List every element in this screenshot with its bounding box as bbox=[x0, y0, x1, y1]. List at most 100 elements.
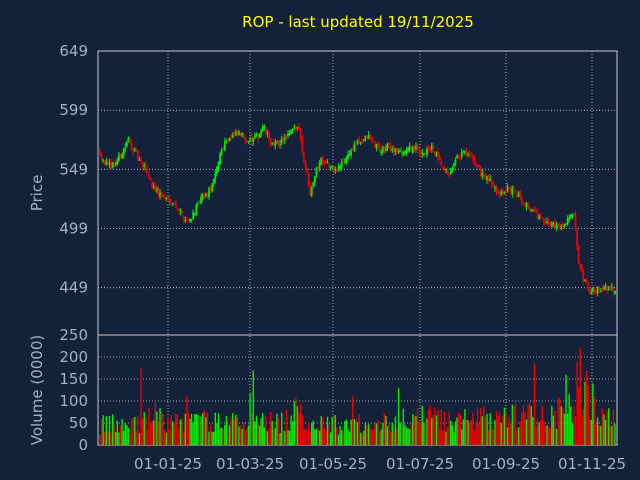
candle-body bbox=[105, 161, 108, 165]
candle-body bbox=[130, 141, 133, 150]
volume-bar bbox=[546, 425, 548, 445]
candle-body bbox=[434, 151, 436, 155]
volume-bar bbox=[222, 428, 224, 445]
candle-body bbox=[448, 175, 451, 177]
candle-body bbox=[239, 132, 242, 137]
volume-bar bbox=[263, 427, 265, 445]
volume-bar bbox=[149, 423, 152, 445]
volume-bar bbox=[203, 410, 205, 445]
candle-body bbox=[400, 149, 403, 155]
volume-bar bbox=[408, 429, 411, 445]
volume-bar bbox=[276, 413, 278, 445]
candle-body bbox=[345, 158, 348, 163]
volume-bar bbox=[314, 429, 316, 445]
candle-body bbox=[209, 188, 212, 191]
candle-body bbox=[547, 222, 550, 224]
candle-body bbox=[456, 155, 458, 159]
volume-bar bbox=[306, 430, 308, 445]
candle-body bbox=[571, 214, 574, 217]
candle-body bbox=[133, 148, 136, 152]
volume-bar bbox=[292, 421, 294, 445]
date-tick-label: 01-11-25 bbox=[558, 455, 626, 473]
candle-body bbox=[288, 132, 291, 135]
candle-body bbox=[178, 208, 180, 211]
candle-body bbox=[165, 197, 168, 199]
volume-bar bbox=[206, 412, 209, 445]
volume-bar bbox=[535, 425, 537, 445]
volume-bar bbox=[421, 406, 423, 445]
volume-bar bbox=[540, 420, 542, 445]
candle-body bbox=[367, 135, 370, 138]
candle-body bbox=[244, 137, 247, 142]
volume-bar bbox=[611, 425, 613, 445]
candle-body bbox=[604, 286, 607, 289]
volume-bar bbox=[209, 424, 212, 445]
volume-bar bbox=[451, 425, 453, 445]
volume-bar bbox=[506, 427, 509, 445]
candle-body bbox=[163, 196, 166, 198]
volume-bar bbox=[219, 428, 221, 445]
volume-bar bbox=[282, 430, 284, 445]
price-tick-label: 449 bbox=[59, 279, 88, 297]
candle-body bbox=[298, 127, 300, 131]
candle-body bbox=[511, 187, 514, 195]
candle-body bbox=[492, 182, 495, 188]
candle-body bbox=[454, 160, 457, 165]
candle-body bbox=[580, 265, 583, 273]
candle-body bbox=[531, 209, 534, 211]
candle-body bbox=[451, 167, 454, 173]
volume-bar bbox=[148, 408, 150, 445]
volume-bar bbox=[213, 431, 215, 445]
candle-body bbox=[375, 144, 378, 148]
volume-bar bbox=[543, 421, 545, 445]
volume-bar bbox=[405, 427, 408, 445]
volume-bar bbox=[527, 404, 529, 445]
candle-body bbox=[440, 161, 443, 167]
volume-bar bbox=[258, 425, 261, 445]
volume-bar bbox=[181, 418, 183, 445]
candle-body bbox=[122, 148, 125, 156]
volume-bar bbox=[467, 420, 469, 445]
volume-bar bbox=[404, 424, 406, 445]
volume-bar bbox=[290, 415, 292, 445]
volume-bar bbox=[288, 430, 291, 445]
candle-body bbox=[437, 152, 439, 158]
volume-bar bbox=[483, 406, 485, 445]
candle-body bbox=[283, 137, 286, 141]
candle-body bbox=[361, 141, 364, 143]
candle-body bbox=[203, 194, 206, 198]
candle-body bbox=[462, 151, 465, 153]
volume-bar bbox=[427, 409, 430, 445]
volume-tick-label: 100 bbox=[59, 392, 88, 410]
candle-body bbox=[484, 175, 487, 180]
volume-bar bbox=[284, 430, 286, 445]
candle-body bbox=[528, 208, 531, 211]
volume-bar bbox=[231, 412, 234, 445]
candle-body bbox=[383, 147, 386, 150]
volume-bar bbox=[122, 430, 125, 445]
volume-bar bbox=[124, 423, 126, 445]
candle-body bbox=[516, 192, 518, 198]
candle-body bbox=[498, 191, 501, 196]
volume-bar bbox=[358, 414, 360, 445]
candle-body bbox=[435, 153, 438, 157]
volume-bar bbox=[171, 421, 174, 445]
candle-body bbox=[306, 168, 308, 173]
candle-body bbox=[195, 204, 198, 214]
volume-bar bbox=[159, 408, 161, 445]
volume-bar bbox=[581, 414, 583, 445]
volume-bar bbox=[104, 431, 106, 445]
candle-body bbox=[113, 162, 116, 165]
volume-bar bbox=[415, 415, 417, 445]
candle-body bbox=[603, 288, 605, 290]
candle-body bbox=[143, 164, 146, 167]
volume-bar bbox=[554, 410, 556, 445]
candle-body bbox=[149, 178, 152, 181]
volume-bar bbox=[367, 424, 370, 445]
volume-bar bbox=[214, 412, 217, 445]
volume-bar bbox=[587, 384, 589, 445]
volume-bar bbox=[481, 416, 484, 445]
candle-body bbox=[467, 153, 469, 155]
candle-body bbox=[236, 130, 239, 135]
volume-bar bbox=[249, 392, 251, 445]
